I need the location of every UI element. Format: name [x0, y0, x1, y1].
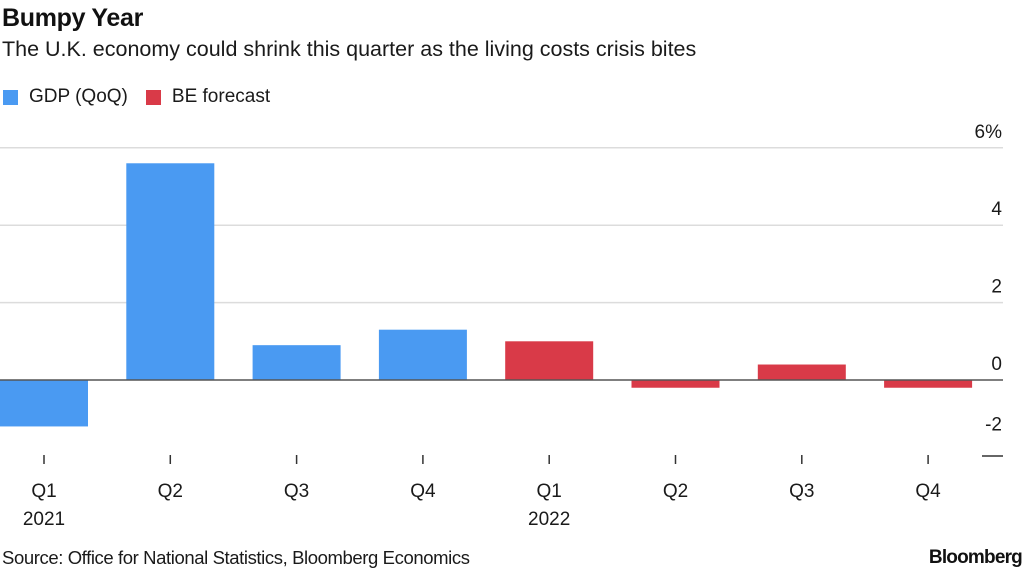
y-tick-label: 0	[991, 354, 1002, 375]
y-tick-label: 6%	[975, 122, 1003, 143]
bloomberg-logo: Bloomberg	[928, 547, 1023, 568]
x-axis-labels: Q1 2021 Q2 Q3 Q4 Q1 2022 Q2 Q3 Q4	[23, 455, 941, 530]
legend-label-forecast: BE forecast	[171, 86, 271, 107]
legend-item-forecast: BE forecast	[145, 86, 271, 108]
x-tick-label-year: 2021	[23, 509, 65, 530]
bar-gdp	[252, 345, 341, 380]
x-tick-label-quarter: Q2	[158, 481, 183, 502]
y-tick-label: 2	[991, 277, 1002, 298]
x-tick-label-quarter: Q1	[31, 481, 56, 502]
y-axis-labels: 6% 4 2 0 -2	[975, 122, 1003, 436]
y-tick-label: -2	[985, 414, 1002, 435]
chart-title: Bumpy Year	[2, 4, 144, 32]
x-tick-label-quarter: Q1	[537, 481, 562, 502]
bar-forecast	[631, 380, 720, 388]
bar-gdp	[378, 329, 467, 380]
bar-gdp	[0, 380, 88, 427]
legend: GDP (QoQ) BE forecast	[3, 86, 288, 108]
x-tick-label-year: 2022	[528, 509, 570, 530]
x-tick-label-quarter: Q2	[663, 481, 688, 502]
bar-gdp	[126, 163, 215, 380]
legend-swatch-gdp	[3, 89, 18, 105]
legend-swatch-forecast	[145, 89, 161, 105]
x-tick-label-quarter: Q4	[915, 481, 941, 502]
x-tick-label-quarter: Q3	[789, 481, 814, 502]
legend-label-gdp: GDP (QoQ)	[29, 86, 128, 107]
bars	[0, 163, 973, 427]
x-tick-label-quarter: Q3	[284, 481, 309, 502]
bar-forecast	[884, 380, 973, 388]
legend-item-gdp: GDP (QoQ)	[3, 86, 128, 108]
bar-forecast	[505, 341, 594, 380]
source-note: Source: Office for National Statistics, …	[2, 547, 470, 568]
x-tick-label-quarter: Q4	[410, 481, 436, 502]
bar-forecast	[757, 364, 846, 380]
chart-subtitle: The U.K. economy could shrink this quart…	[2, 37, 697, 61]
y-tick-label: 4	[991, 199, 1002, 220]
